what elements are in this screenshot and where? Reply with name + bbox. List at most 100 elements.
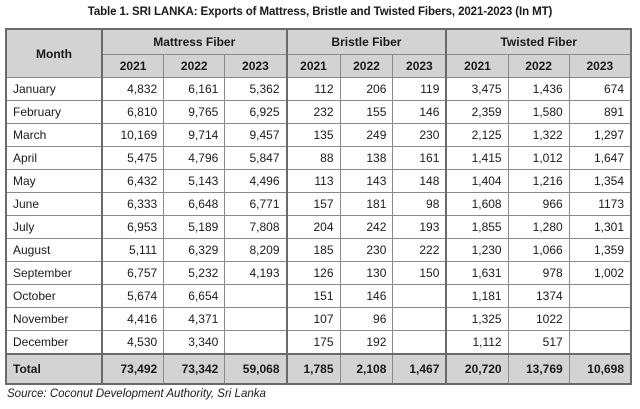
twisted-fiber-header: Twisted Fiber [445,28,632,55]
value-cell [568,330,632,355]
value-cell: 4,530 [101,330,165,355]
value-cell: 1,066 [507,238,570,262]
value-cell [392,284,447,308]
value-cell: 143 [339,169,394,193]
year-header: 2021 [445,54,509,78]
month-cell: June [5,192,103,216]
bristle-fiber-header: Bristle Fiber [285,28,447,55]
year-header: 2023 [392,54,447,78]
value-cell: 206 [339,77,394,101]
value-cell: 112 [285,77,341,101]
value-cell: 2,125 [445,123,509,147]
value-cell: 1,354 [568,169,632,193]
value-cell: 107 [285,307,341,331]
value-cell: 130 [339,261,394,285]
value-cell: 222 [392,238,447,262]
month-cell: May [5,169,103,193]
month-cell: February [5,100,103,124]
value-cell: 1,855 [445,215,509,239]
value-cell: 6,810 [101,100,165,124]
value-cell: 88 [285,146,341,170]
value-cell: 161 [392,146,447,170]
value-cell: 193 [392,215,447,239]
value-cell: 3,475 [445,77,509,101]
value-cell: 230 [339,238,394,262]
table-row: September 6,757 5,232 4,193 126 130 150 1,631 97… [5,261,632,285]
value-cell: 517 [507,330,570,355]
value-cell [392,330,447,355]
value-cell: 966 [507,192,570,216]
value-cell: 151 [285,284,341,308]
total-cell: 1,467 [392,353,447,385]
value-cell: 6,925 [224,100,287,124]
value-cell: 978 [507,261,570,285]
value-cell: 1173 [568,192,632,216]
value-cell: 1,280 [507,215,570,239]
value-cell: 6,771 [224,192,287,216]
table-title: Table 1. SRI LANKA: Exports of Mattress,… [87,6,553,18]
value-cell: 1,647 [568,146,632,170]
year-header: 2022 [507,54,570,78]
value-cell: 6,654 [163,284,226,308]
value-cell: 1,325 [445,307,509,331]
month-cell: December [5,330,103,355]
value-cell: 150 [392,261,447,285]
value-cell: 6,161 [163,77,226,101]
value-cell [224,330,287,355]
value-cell: 1,002 [568,261,632,285]
value-cell: 6,329 [163,238,226,262]
month-cell: January [5,77,103,101]
value-cell: 1,216 [507,169,570,193]
value-cell: 5,232 [163,261,226,285]
year-header: 2022 [339,54,394,78]
value-cell: 9,457 [224,123,287,147]
source-note: Source: Coconut Development Authority, S… [7,388,266,400]
value-cell: 155 [339,100,394,124]
total-label: Total [5,353,103,385]
value-cell: 1,404 [445,169,509,193]
value-cell [224,307,287,331]
value-cell: 4,371 [163,307,226,331]
value-cell: 181 [339,192,394,216]
year-header: 2022 [163,54,226,78]
value-cell: 249 [339,123,394,147]
value-cell: 2,359 [445,100,509,124]
mattress-fiber-header: Mattress Fiber [101,28,287,55]
table-row: February 6,810 9,765 6,925 232 155 146 2,359 1,5… [5,100,632,124]
value-cell: 1,012 [507,146,570,170]
total-cell: 73,492 [101,353,165,385]
value-cell: 4,496 [224,169,287,193]
value-cell: 4,193 [224,261,287,285]
value-cell: 5,362 [224,77,287,101]
value-cell: 242 [339,215,394,239]
value-cell: 5,111 [101,238,165,262]
value-cell: 4,796 [163,146,226,170]
year-header: 2021 [101,54,165,78]
value-cell: 5,847 [224,146,287,170]
total-cell: 13,769 [507,353,570,385]
value-cell: 1,436 [507,77,570,101]
year-header: 2023 [568,54,632,78]
value-cell: 119 [392,77,447,101]
value-cell: 7,808 [224,215,287,239]
value-cell: 204 [285,215,341,239]
value-cell: 98 [392,192,447,216]
value-cell [568,284,632,308]
total-row: Total 73,492 73,342 59,068 1,785 2,108 1,467 20… [5,353,632,385]
total-cell: 20,720 [445,353,509,385]
value-cell: 232 [285,100,341,124]
table-row: January 4,832 6,161 5,362 112 206 119 3,475 1,43… [5,77,632,101]
value-cell: 9,714 [163,123,226,147]
value-cell: 6,432 [101,169,165,193]
value-cell: 1022 [507,307,570,331]
value-cell: 1,631 [445,261,509,285]
total-cell: 1,785 [285,353,341,385]
table-body: January 4,832 6,161 5,362 112 206 119 3,475 1,43… [5,77,632,385]
value-cell [224,284,287,308]
value-cell: 5,143 [163,169,226,193]
value-cell: 1,608 [445,192,509,216]
value-cell: 126 [285,261,341,285]
table-row: November 4,416 4,371 107 96 1,325 1022 [5,307,632,331]
value-cell: 1,230 [445,238,509,262]
value-cell: 1,297 [568,123,632,147]
